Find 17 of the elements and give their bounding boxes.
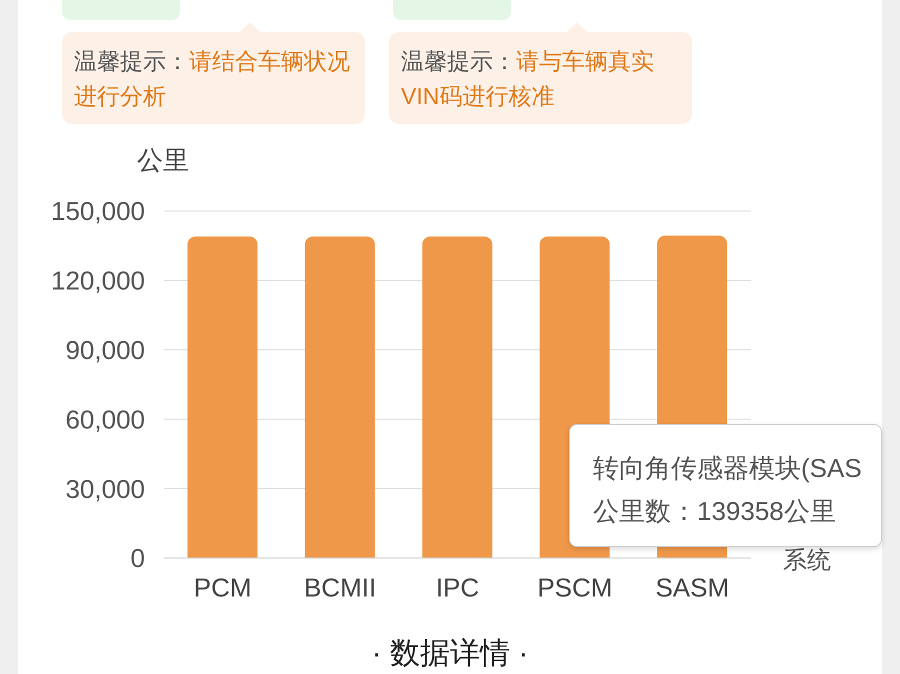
y-tick-label: 30,000: [65, 474, 145, 504]
tooltip-box: 转向角传感器模块(SAS 公里数：139358公里: [569, 424, 882, 547]
x-axis-title: 系统: [783, 547, 831, 575]
annotation: 转向角传感器模块(SAS: [593, 452, 862, 484]
y-tick-label: 150,000: [51, 196, 145, 226]
text: · 数据详情 ·: [372, 636, 528, 672]
annotation: 公里数：139358公里: [593, 495, 836, 527]
x-tick-label: BCMII: [304, 572, 376, 602]
y-tick-label: 0: [130, 543, 145, 574]
x-tick-label: SASM: [655, 572, 730, 602]
x-tick-label: PSCM: [537, 572, 612, 602]
y-tick-label: 90,000: [65, 335, 145, 366]
y-axis-title: 公里: [137, 144, 189, 176]
y-tick-label: 60,000: [65, 404, 145, 434]
x-tick-label: IPC: [436, 572, 480, 602]
x-tick-label: PCM: [194, 572, 252, 602]
y-tick-label: 120,000: [51, 266, 145, 296]
